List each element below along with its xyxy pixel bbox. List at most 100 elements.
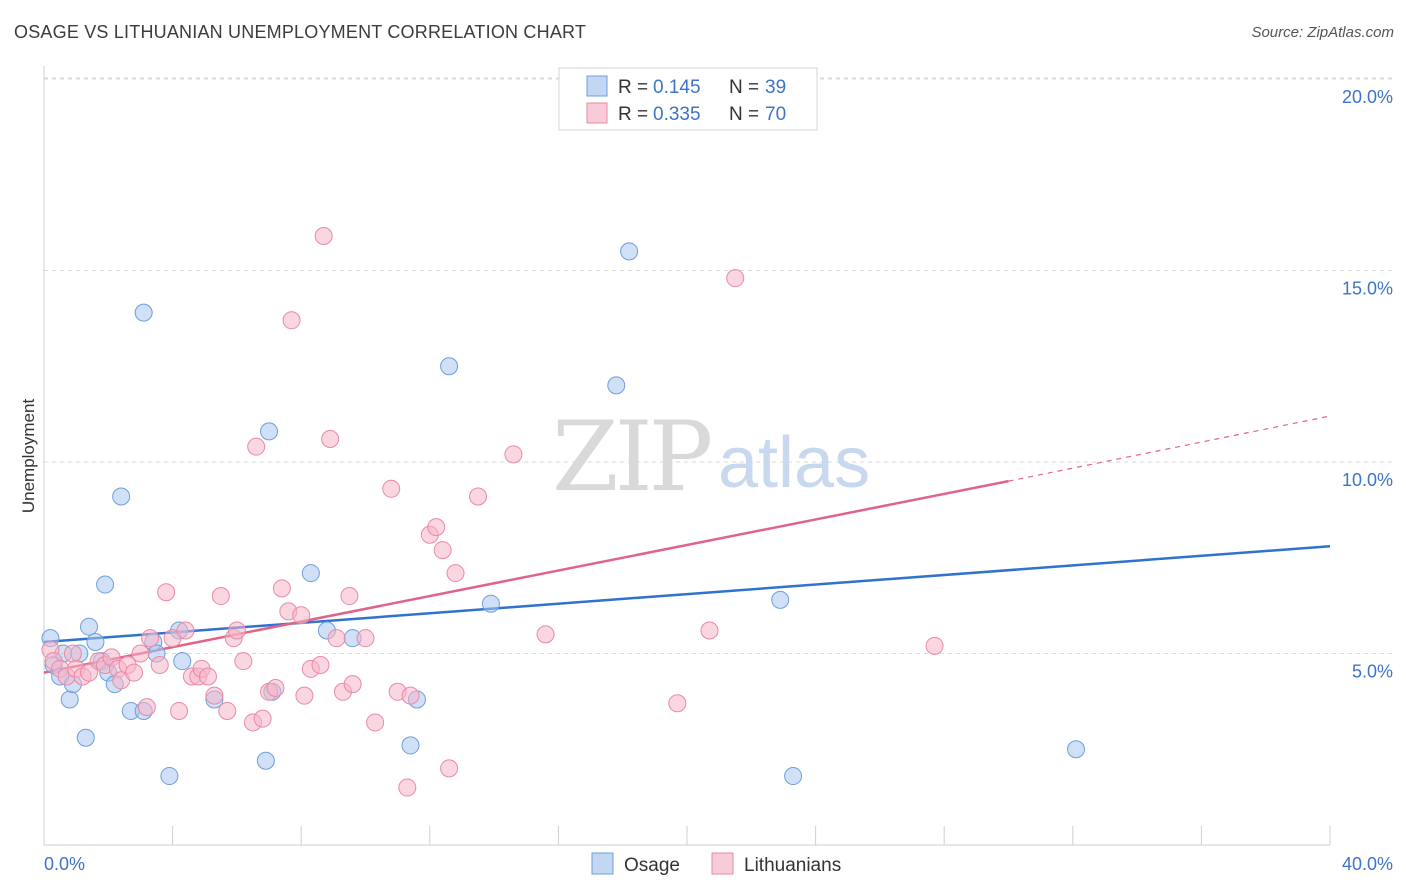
legend-n-value-osage: 39 (765, 77, 786, 98)
point-lithuanians (925, 636, 944, 655)
trend-line-lithuanians (43, 479, 1009, 674)
point-osage (301, 564, 320, 583)
point-osage (160, 767, 179, 786)
legend-swatch-osage (586, 75, 608, 97)
point-lithuanians (327, 629, 346, 648)
point-osage (112, 487, 131, 506)
point-lithuanians (536, 625, 555, 644)
y-tick-label: 20.0% (1342, 87, 1393, 107)
point-lithuanians (504, 445, 523, 464)
point-lithuanians (314, 227, 333, 246)
bottom-legend-label-osage: Osage (624, 855, 680, 876)
point-lithuanians (247, 437, 266, 456)
point-lithuanians (234, 652, 253, 671)
point-lithuanians (295, 686, 314, 705)
legend-r-label-osage: R = (618, 77, 648, 98)
point-lithuanians (253, 709, 272, 728)
bottom-legend-label-lithuanians: Lithuanians (744, 855, 841, 876)
legend-box: R = 0.145 N = 39 R = 0.335 N = 70 (558, 67, 818, 131)
legend-n-label-lithuanians: N = (729, 104, 759, 125)
point-lithuanians (211, 587, 230, 606)
point-lithuanians (382, 479, 401, 498)
point-osage (1067, 740, 1086, 759)
point-osage (173, 652, 192, 671)
legend-r-value-lithuanians: 0.335 (653, 104, 701, 125)
watermark-zip: ZIP (552, 401, 711, 513)
legend-n-value-lithuanians: 70 (765, 104, 786, 125)
point-osage (620, 242, 639, 261)
legend-n-label-osage: N = (729, 77, 759, 98)
point-lithuanians (282, 311, 301, 330)
legend-r-value-osage: 0.145 (653, 77, 701, 98)
point-lithuanians (198, 667, 217, 686)
point-lithuanians (446, 564, 465, 583)
point-osage (784, 767, 803, 786)
point-osage (440, 357, 459, 376)
watermark: ZIP atlas (552, 401, 870, 513)
point-osage (86, 633, 105, 652)
point-lithuanians (440, 759, 459, 778)
point-lithuanians (726, 269, 745, 288)
point-osage (481, 594, 500, 613)
trend-line-osage (43, 545, 1331, 644)
point-osage (76, 728, 95, 747)
y-tick-label: 10.0% (1342, 470, 1393, 490)
source-label: Source: ZipAtlas.com (1251, 24, 1394, 41)
y-tick-label: 5.0% (1352, 662, 1393, 682)
point-lithuanians (292, 606, 311, 625)
point-lithuanians (137, 698, 156, 717)
point-osage (771, 590, 790, 609)
point-lithuanians (150, 655, 169, 674)
trend-line-extension-lithuanians (1008, 415, 1331, 482)
point-lithuanians (427, 518, 446, 537)
point-lithuanians (366, 713, 385, 732)
point-osage (134, 303, 153, 322)
point-lithuanians (131, 644, 150, 663)
point-lithuanians (227, 621, 246, 640)
point-osage (260, 422, 279, 441)
data-points (41, 227, 1086, 797)
point-osage (401, 736, 420, 755)
point-osage (96, 575, 115, 594)
point-lithuanians (311, 655, 330, 674)
point-osage (256, 751, 275, 770)
point-lithuanians (401, 686, 420, 705)
point-lithuanians (170, 701, 189, 720)
point-lithuanians (157, 583, 176, 602)
point-lithuanians (125, 663, 144, 682)
trend-lines (43, 415, 1331, 674)
point-lithuanians (141, 629, 160, 648)
point-lithuanians (63, 644, 82, 663)
bottom-legend-swatch-lithuanians (711, 852, 734, 875)
point-lithuanians (398, 778, 417, 797)
x-tick-labels: 0.0% 40.0% (44, 854, 1393, 874)
point-lithuanians (80, 663, 99, 682)
point-lithuanians (321, 430, 340, 449)
point-lithuanians (205, 686, 224, 705)
legend-swatch-lithuanians (586, 102, 608, 124)
legend-r-label-lithuanians: R = (618, 104, 648, 125)
point-osage (60, 690, 79, 709)
y-axis-label: Unemployment (19, 399, 38, 514)
watermark-atlas: atlas (718, 423, 870, 503)
point-lithuanians (668, 694, 687, 713)
bottom-legend-swatch-osage (591, 852, 614, 875)
point-lithuanians (176, 621, 195, 640)
bottom-legend: Osage Lithuanians (591, 852, 841, 876)
point-lithuanians (266, 678, 285, 697)
x-tick-label: 0.0% (44, 854, 85, 874)
point-lithuanians (343, 675, 362, 694)
point-lithuanians (469, 487, 488, 506)
y-tick-labels: 5.0% 10.0% 15.0% 20.0% (1342, 87, 1393, 682)
point-osage (607, 376, 626, 395)
x-tick-label: 40.0% (1342, 854, 1393, 874)
y-tick-label: 15.0% (1342, 279, 1393, 299)
point-lithuanians (700, 621, 719, 640)
gridlines (44, 77, 1392, 654)
point-lithuanians (218, 701, 237, 720)
chart-title: OSAGE VS LITHUANIAN UNEMPLOYMENT CORRELA… (14, 22, 587, 42)
point-lithuanians (433, 541, 452, 560)
point-lithuanians (340, 587, 359, 606)
point-lithuanians (356, 629, 375, 648)
